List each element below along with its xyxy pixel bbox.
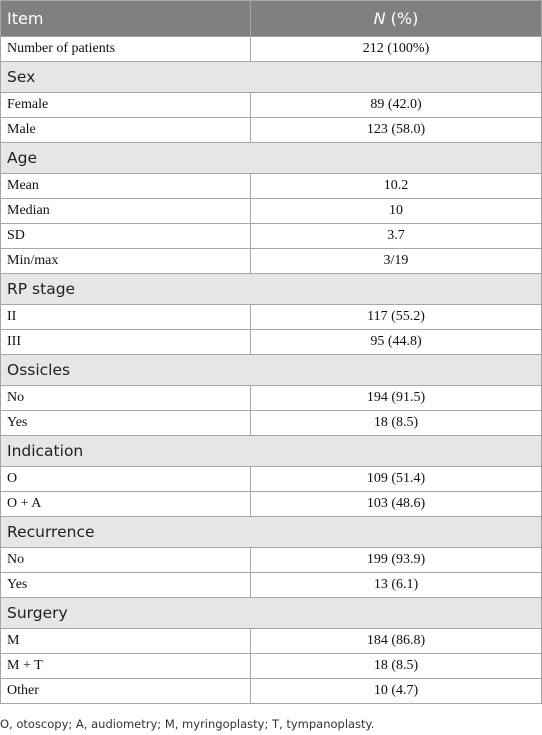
value-cell: 10 (4.7): [250, 678, 542, 704]
table-row: III 95 (44.8): [0, 329, 542, 355]
item-cell: III: [0, 329, 251, 355]
value-cell: 117 (55.2): [250, 304, 542, 330]
section-row: RP stage: [0, 273, 542, 305]
value-cell: 212 (100%): [250, 36, 542, 62]
item-cell: M + T: [0, 653, 251, 679]
header-unit: (%): [390, 9, 419, 28]
value-cell: 199 (93.9): [250, 547, 542, 573]
item-cell: O + A: [0, 491, 251, 517]
table-row: No 199 (93.9): [0, 547, 542, 573]
section-title: Recurrence: [0, 516, 542, 548]
item-cell: Mean: [0, 173, 251, 199]
section-row: Age: [0, 142, 542, 174]
value-cell: 109 (51.4): [250, 466, 542, 492]
table-row: O + A 103 (48.6): [0, 491, 542, 517]
value-cell: 10.2: [250, 173, 542, 199]
table-row: Mean 10.2: [0, 173, 542, 199]
value-cell: 18 (8.5): [250, 410, 542, 436]
table-row: SD 3.7: [0, 223, 542, 249]
value-cell: 194 (91.5): [250, 385, 542, 411]
table-row: Yes 18 (8.5): [0, 410, 542, 436]
table-row: M + T 18 (8.5): [0, 653, 542, 679]
section-title: Ossicles: [0, 354, 542, 386]
table-row: Min/max 3/19: [0, 248, 542, 274]
table-body: Item N (%) Number of patients 212 (100%) Se…: [0, 0, 542, 704]
data-table: Item N (%) Number of patients 212 (100%) Se…: [0, 0, 542, 704]
item-cell: Yes: [0, 572, 251, 598]
value-cell: 3/19: [250, 248, 542, 274]
value-cell: 18 (8.5): [250, 653, 542, 679]
item-cell: No: [0, 547, 251, 573]
table-row: Male 123 (58.0): [0, 117, 542, 143]
section-row: Surgery: [0, 597, 542, 629]
value-cell: 13 (6.1): [250, 572, 542, 598]
item-cell: Min/max: [0, 248, 251, 274]
item-cell: Yes: [0, 410, 251, 436]
table-row: Yes 13 (6.1): [0, 572, 542, 598]
value-cell: 184 (86.8): [250, 628, 542, 654]
footnote: O, otoscopy; A, audiometry; M, myringopl…: [0, 717, 375, 731]
header-row: Item N (%): [0, 0, 542, 37]
item-cell: No: [0, 385, 251, 411]
item-cell: O: [0, 466, 251, 492]
section-row: Sex: [0, 61, 542, 93]
item-cell: SD: [0, 223, 251, 249]
value-cell: 123 (58.0): [250, 117, 542, 143]
value-cell: 3.7: [250, 223, 542, 249]
item-cell: Other: [0, 678, 251, 704]
header-cell: N (%): [250, 0, 542, 37]
header-symbol: N: [373, 9, 386, 28]
table-row: O 109 (51.4): [0, 466, 542, 492]
header-cell: Item: [0, 0, 251, 37]
section-row: Indication: [0, 435, 542, 467]
value-cell: 95 (44.8): [250, 329, 542, 355]
value-cell: 10: [250, 198, 542, 224]
section-row: Ossicles: [0, 354, 542, 386]
value-cell: 89 (42.0): [250, 92, 542, 118]
item-cell: Number of patients: [0, 36, 251, 62]
item-cell: Median: [0, 198, 251, 224]
table-row: II 117 (55.2): [0, 304, 542, 330]
section-title: RP stage: [0, 273, 542, 305]
section-title: Surgery: [0, 597, 542, 629]
table-row: Number of patients 212 (100%): [0, 36, 542, 62]
item-cell: II: [0, 304, 251, 330]
table-row: Median 10: [0, 198, 542, 224]
table-row: M 184 (86.8): [0, 628, 542, 654]
section-row: Recurrence: [0, 516, 542, 548]
section-title: Age: [0, 142, 542, 174]
section-title: Indication: [0, 435, 542, 467]
item-cell: Male: [0, 117, 251, 143]
table-row: Female 89 (42.0): [0, 92, 542, 118]
item-cell: Female: [0, 92, 251, 118]
table-row: Other 10 (4.7): [0, 678, 542, 704]
section-title: Sex: [0, 61, 542, 93]
table-row: No 194 (91.5): [0, 385, 542, 411]
item-cell: M: [0, 628, 251, 654]
value-cell: 103 (48.6): [250, 491, 542, 517]
